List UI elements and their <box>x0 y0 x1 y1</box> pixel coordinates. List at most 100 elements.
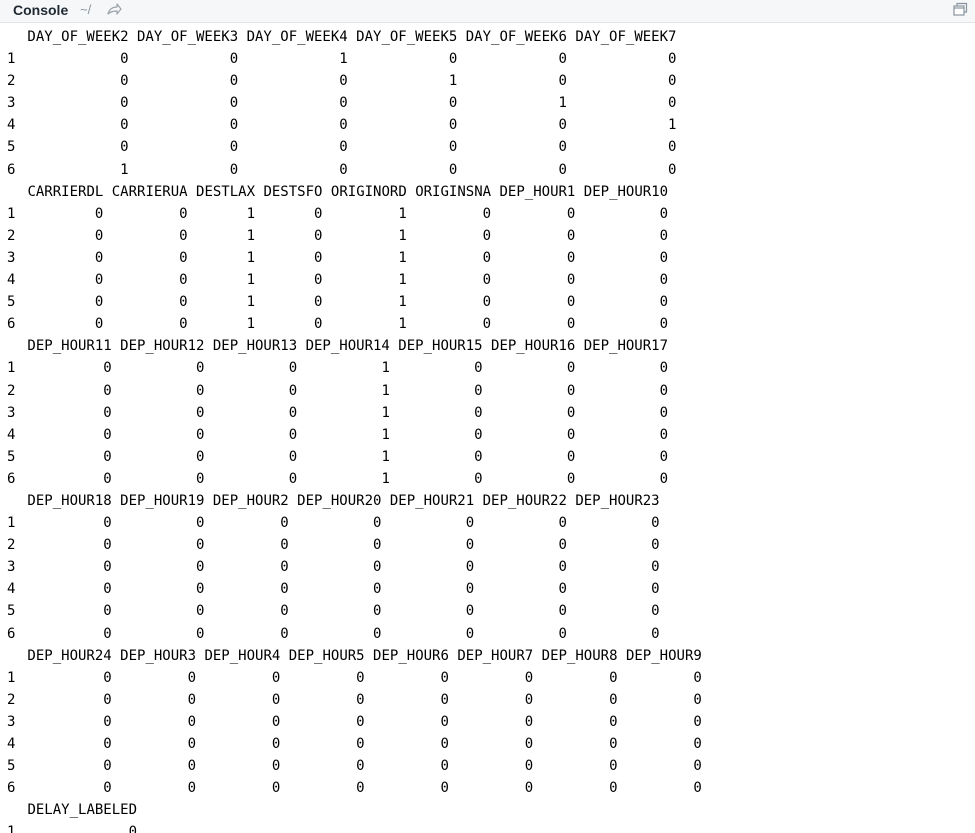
cell-value: 0 <box>271 691 281 708</box>
row-name: 3 <box>7 95 16 112</box>
data-row: 2 0 0 0 0 0 0 0 <box>7 534 967 556</box>
cell-value: 1 <box>120 161 129 178</box>
column-header: DEP_HOUR5 <box>288 647 365 664</box>
cell-value: 0 <box>651 603 660 620</box>
cell-value: 0 <box>229 95 239 112</box>
cell-value: 0 <box>103 382 112 399</box>
cell-value: 0 <box>288 360 298 377</box>
column-header: DEP_HOUR10 <box>583 183 669 200</box>
cell-value: 0 <box>524 758 534 775</box>
cell-value: 1 <box>381 382 390 399</box>
cell-value: 0 <box>339 161 348 178</box>
row-name: 4 <box>7 117 16 134</box>
output-block: DAY_OF_WEEK2 DAY_OF_WEEK3 DAY_OF_WEEK4 DAY_… <box>7 26 967 181</box>
row-name: 3 <box>7 404 16 421</box>
goto-directory-icon[interactable] <box>105 1 123 19</box>
cell-value: 0 <box>659 404 669 421</box>
cell-value: 0 <box>693 669 702 686</box>
cell-value: 1 <box>246 316 256 333</box>
cell-value: 0 <box>448 117 458 134</box>
data-row: 4 0 0 0 0 0 0 0 0 <box>7 733 967 755</box>
working-directory-path[interactable]: ~/ <box>80 2 92 17</box>
cell-value: 0 <box>179 249 188 266</box>
cell-value: 0 <box>373 537 382 554</box>
cell-value: 0 <box>558 603 567 620</box>
cell-value: 0 <box>524 691 534 708</box>
cell-value: 0 <box>356 669 365 686</box>
row-name: 2 <box>7 382 16 399</box>
data-row: 4 0 0 0 0 0 1 <box>7 114 967 136</box>
cell-value: 0 <box>339 117 348 134</box>
cell-value: 0 <box>558 537 567 554</box>
cell-value: 0 <box>339 73 348 90</box>
cell-value: 0 <box>187 780 197 797</box>
cell-value: 0 <box>103 625 112 642</box>
cell-value: 0 <box>103 448 112 465</box>
cell-value: 0 <box>566 382 576 399</box>
cell-value: 0 <box>373 515 382 532</box>
column-header: DELAY_LABELED <box>27 802 138 819</box>
cell-value: 0 <box>524 669 534 686</box>
row-name: 2 <box>7 537 16 554</box>
cell-value: 0 <box>94 316 104 333</box>
cell-value: 0 <box>103 537 112 554</box>
maximize-icon[interactable] <box>951 1 969 19</box>
cell-value: 0 <box>103 581 112 598</box>
cell-value: 0 <box>128 824 138 833</box>
cell-value: 1 <box>398 316 407 333</box>
cell-value: 0 <box>196 625 205 642</box>
row-name: 5 <box>7 448 16 465</box>
cell-value: 0 <box>229 139 239 156</box>
cell-value: 1 <box>448 73 458 90</box>
cell-value: 0 <box>314 316 323 333</box>
cell-value: 0 <box>524 713 534 730</box>
cell-value: 0 <box>693 691 702 708</box>
cell-value: 0 <box>465 537 475 554</box>
data-row: 3 0 0 0 0 1 0 <box>7 92 967 114</box>
output-block: DEP_HOUR24 DEP_HOUR3 DEP_HOUR4 DEP_HOUR5 DEP… <box>7 645 967 800</box>
output-block: DELAY_LABELED 1 0 <box>7 799 967 833</box>
column-header-row: DEP_HOUR11 DEP_HOUR12 DEP_HOUR13 DEP_HOUR14… <box>7 335 967 357</box>
cell-value: 0 <box>659 426 669 443</box>
cell-value: 0 <box>668 95 677 112</box>
row-name: 5 <box>7 139 16 156</box>
column-header: DEP_HOUR22 <box>482 492 567 509</box>
cell-value: 1 <box>246 294 256 311</box>
cell-value: 0 <box>659 382 669 399</box>
cell-value: 0 <box>103 360 112 377</box>
cell-value: 0 <box>440 691 449 708</box>
cell-value: 0 <box>440 758 449 775</box>
cell-value: 1 <box>398 227 407 244</box>
row-name: 6 <box>7 316 16 333</box>
data-row: 4 0 0 1 0 1 0 0 0 <box>7 269 967 291</box>
cell-value: 0 <box>196 426 205 443</box>
cell-value: 0 <box>609 691 618 708</box>
column-header: DAY_OF_WEEK3 <box>137 29 239 45</box>
cell-value: 0 <box>288 382 298 399</box>
cell-value: 0 <box>373 625 382 642</box>
console-output[interactable]: DAY_OF_WEEK2 DAY_OF_WEEK3 DAY_OF_WEEK4 DAY_… <box>7 26 967 833</box>
column-header: DAY_OF_WEEK4 <box>246 29 348 45</box>
cell-value: 1 <box>381 448 390 465</box>
cell-value: 0 <box>103 780 112 797</box>
column-header: DEP_HOUR9 <box>625 647 702 664</box>
console-header: Console ~/ <box>0 0 975 23</box>
cell-value: 0 <box>373 603 382 620</box>
cell-value: 0 <box>280 559 289 576</box>
cell-value: 0 <box>558 559 567 576</box>
column-header: DEP_HOUR16 <box>491 338 576 355</box>
cell-value: 1 <box>398 272 407 289</box>
cell-value: 0 <box>474 404 483 421</box>
cell-value: 0 <box>465 603 475 620</box>
cell-value: 1 <box>398 294 407 311</box>
column-header: DEP_HOUR18 <box>27 492 112 509</box>
column-header: DEP_HOUR23 <box>575 492 660 509</box>
cell-value: 0 <box>120 117 129 134</box>
cell-value: 0 <box>668 51 677 68</box>
cell-value: 0 <box>187 736 197 752</box>
data-row: 4 0 0 0 0 0 0 0 <box>7 578 967 600</box>
cell-value: 0 <box>566 426 576 443</box>
cell-value: 0 <box>94 205 104 222</box>
cell-value: 0 <box>558 515 567 532</box>
cell-value: 0 <box>179 294 188 311</box>
